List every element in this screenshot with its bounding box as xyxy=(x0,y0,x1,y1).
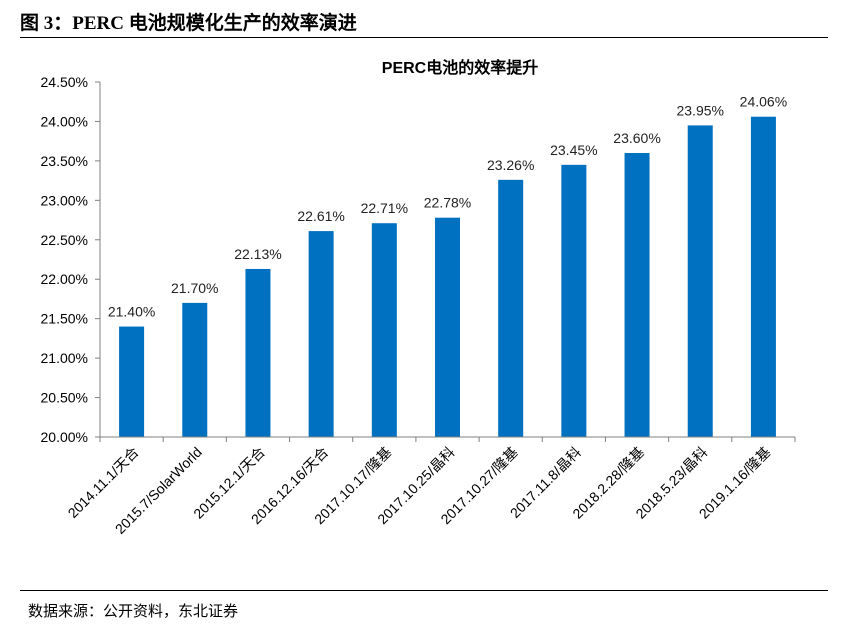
y-tick-label: 20.00% xyxy=(41,429,88,445)
bar xyxy=(750,116,776,437)
y-tick-label: 23.50% xyxy=(41,153,88,169)
x-axis: 2014.11.1/天合2015.7/SolarWorld2015.12.1/天… xyxy=(65,436,796,537)
data-label: 23.95% xyxy=(676,102,723,118)
bar xyxy=(371,223,397,437)
y-tick-label: 24.50% xyxy=(41,74,88,90)
y-axis: 20.00% 20.50% 21.00% 21.50% 22.00% 22.50% 23.0… xyxy=(41,74,101,445)
bar xyxy=(119,326,145,437)
y-tick-label: 22.00% xyxy=(41,271,88,287)
y-tick-label: 22.50% xyxy=(41,232,88,248)
y-tick-label: 21.00% xyxy=(41,350,88,366)
figure-title: 图 3：PERC 电池规模化生产的效率演进 xyxy=(20,13,357,34)
data-label: 23.60% xyxy=(613,130,660,146)
data-label: 23.45% xyxy=(550,142,597,158)
data-label: 24.06% xyxy=(740,94,787,110)
bar xyxy=(308,231,334,437)
y-tick-label: 21.50% xyxy=(41,311,88,327)
data-label: 22.13% xyxy=(234,246,281,262)
data-label: 22.61% xyxy=(297,208,344,224)
data-label: 21.40% xyxy=(108,304,155,320)
bottom-rule xyxy=(20,590,828,591)
data-label: 22.71% xyxy=(361,200,408,216)
data-label: 23.26% xyxy=(487,157,534,173)
bar xyxy=(561,164,587,438)
data-label: 21.70% xyxy=(171,280,218,296)
bars: 21.40% 21.70% 22.13% 22.61% 22.71% 22.78% 23.2… xyxy=(108,94,787,438)
top-rule xyxy=(20,37,828,38)
bar xyxy=(245,268,271,437)
y-tick-label: 23.00% xyxy=(41,192,88,208)
bar xyxy=(435,217,460,437)
bar xyxy=(624,153,650,437)
data-label: 22.78% xyxy=(424,195,471,211)
y-tick-label: 24.00% xyxy=(41,113,88,129)
bar xyxy=(687,125,713,437)
y-tick-label: 20.50% xyxy=(41,390,88,406)
bar xyxy=(182,302,208,437)
source-note: 数据来源：公开资料，东北证券 xyxy=(28,604,239,620)
bar xyxy=(498,179,524,438)
chart-title: PERC电池的效率提升 xyxy=(382,58,538,77)
